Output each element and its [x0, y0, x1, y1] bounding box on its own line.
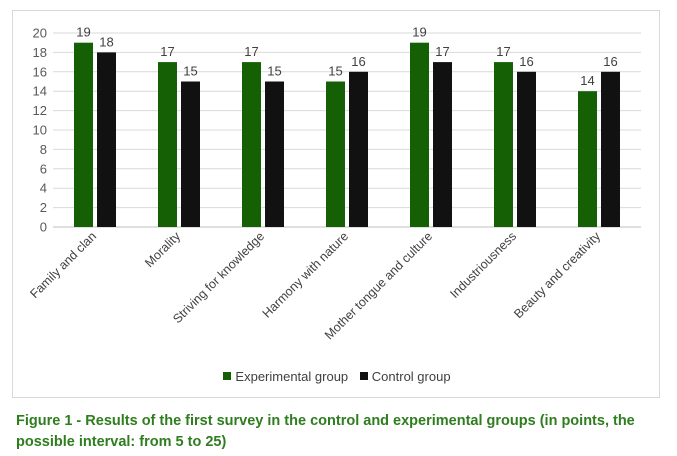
- data-label-experimental: 17: [160, 44, 174, 59]
- data-label-experimental: 19: [76, 25, 90, 40]
- bar-chart: 0 2 4 6 8 10 12 14 16 18 20 19 18 Family and clan 17 15…: [27, 25, 641, 342]
- bar-control: [433, 62, 452, 227]
- y-tick-label: 8: [40, 142, 47, 157]
- legend: Experimental group Control group: [13, 368, 661, 384]
- bar-experimental: [494, 62, 513, 227]
- data-label-experimental: 17: [244, 44, 258, 59]
- x-category-label: Beauty and creativity: [511, 229, 603, 321]
- bar-experimental: [242, 62, 261, 227]
- chart-frame: 0 2 4 6 8 10 12 14 16 18 20 19 18 Family and clan 17 15…: [12, 10, 660, 398]
- y-tick-label: 12: [33, 103, 47, 118]
- y-tick-label: 4: [40, 181, 47, 196]
- bar-control: [349, 71, 368, 227]
- legend-item-control: Control group: [359, 368, 451, 384]
- data-label-experimental: 14: [580, 73, 594, 88]
- bar-experimental: [74, 42, 93, 228]
- x-category-label: Family and clan: [27, 229, 99, 301]
- bar-experimental: [158, 62, 177, 227]
- x-category-label: Striving for knowledge: [170, 229, 267, 326]
- x-category-label: Harmony with nature: [260, 229, 351, 320]
- data-label-control: 15: [267, 64, 281, 79]
- y-tick-label: 0: [40, 220, 47, 235]
- legend-label-experimental: Experimental group: [235, 368, 349, 384]
- x-category-label: Industriousness: [447, 229, 519, 301]
- legend-label-control: Control group: [371, 368, 451, 384]
- bar-control: [265, 81, 284, 227]
- bar-control: [601, 71, 620, 227]
- legend-swatch-experimental: [223, 372, 232, 380]
- data-label-control: 16: [519, 54, 533, 69]
- bar-experimental: [578, 91, 597, 227]
- legend-item-experimental: Experimental group: [223, 369, 348, 384]
- data-label-control: 17: [435, 44, 449, 59]
- y-tick-label: 16: [33, 64, 47, 79]
- bar-control: [97, 52, 116, 228]
- bar-experimental: [410, 42, 429, 228]
- x-category-label: Morality: [142, 229, 183, 270]
- bar-control: [181, 81, 200, 227]
- data-label-control: 16: [351, 54, 365, 69]
- data-label-control: 18: [99, 34, 113, 49]
- figure-caption: Figure 1 - Results of the first survey i…: [16, 413, 635, 450]
- y-tick-label: 20: [33, 26, 47, 41]
- data-label-control: 16: [603, 54, 617, 69]
- data-label-experimental: 17: [496, 44, 510, 59]
- y-tick-label: 18: [33, 45, 47, 60]
- y-tick-label: 14: [33, 84, 47, 99]
- y-tick-label: 6: [40, 161, 47, 176]
- data-label-control: 15: [183, 64, 197, 79]
- bar-experimental: [326, 81, 345, 227]
- data-label-experimental: 19: [412, 25, 426, 40]
- y-tick-label: 10: [33, 123, 47, 138]
- y-tick-label: 2: [40, 200, 47, 215]
- legend-swatch-control: [359, 372, 368, 380]
- bar-control: [517, 71, 536, 227]
- data-label-experimental: 15: [328, 64, 342, 79]
